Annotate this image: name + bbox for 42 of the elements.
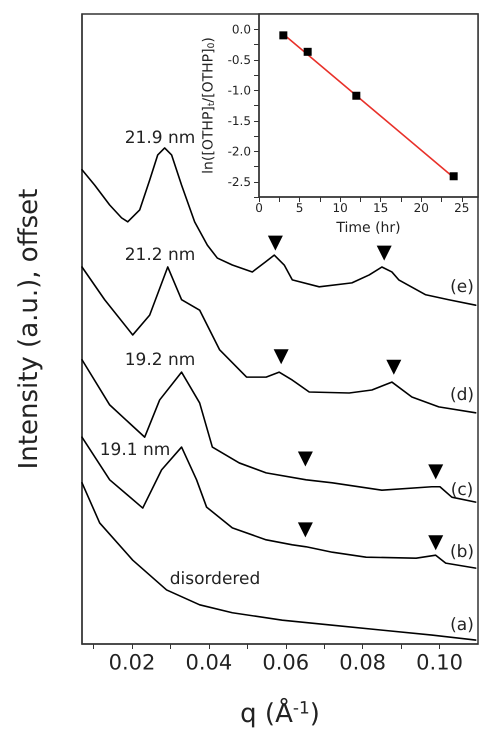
point bbox=[304, 48, 312, 56]
point bbox=[376, 246, 392, 261]
point bbox=[268, 236, 283, 251]
x-axis-title: Time (hr) bbox=[335, 220, 401, 236]
x-tick-label: 25 bbox=[454, 201, 470, 215]
x-tick-label: 0.04 bbox=[185, 650, 232, 674]
point bbox=[279, 31, 288, 40]
point bbox=[352, 92, 360, 100]
y-tick-label: -1.5 bbox=[228, 114, 251, 128]
point bbox=[428, 464, 444, 480]
annotation: (d) bbox=[450, 385, 474, 405]
annotation: 21.9 nm bbox=[124, 128, 196, 148]
y-tick-label: -1.0 bbox=[228, 83, 251, 98]
annotation: 19.2 nm bbox=[124, 350, 196, 370]
x-tick-label: 0 bbox=[255, 201, 263, 215]
point bbox=[298, 522, 313, 538]
x-tick-label: 15 bbox=[373, 201, 388, 215]
annotation: 21.2 nm bbox=[124, 245, 196, 265]
y-tick-label: -2.0 bbox=[228, 144, 251, 158]
y-tick-label: -0.5 bbox=[228, 52, 251, 67]
y-tick-label: 0.0 bbox=[232, 22, 251, 36]
x-tick-label: 0.02 bbox=[108, 650, 156, 674]
annotation: (b) bbox=[450, 542, 474, 562]
point bbox=[450, 172, 458, 180]
annotation: (c) bbox=[450, 480, 474, 500]
y-axis-title: Intensity (a.u.), offset bbox=[14, 188, 44, 470]
annotation: (e) bbox=[450, 277, 474, 297]
x-tick-label: 5 bbox=[296, 201, 304, 215]
x-tick-label: 0.10 bbox=[416, 650, 463, 674]
point bbox=[386, 360, 402, 375]
point bbox=[274, 349, 289, 364]
y-tick-label: -2.5 bbox=[228, 174, 251, 189]
annotation: (a) bbox=[450, 615, 474, 635]
x-tick-label: 20 bbox=[414, 201, 429, 215]
point bbox=[428, 535, 444, 550]
x-tick-label: 0.08 bbox=[339, 650, 386, 674]
x-tick-label: 0.06 bbox=[262, 650, 310, 674]
point bbox=[298, 451, 313, 466]
x-tick-label: 10 bbox=[332, 201, 348, 215]
annotation: disordered bbox=[170, 569, 260, 589]
annotation: 19.1 nm bbox=[100, 440, 170, 460]
y-axis-title: ln([OTHP]t/[OTHP]0) bbox=[200, 37, 218, 174]
